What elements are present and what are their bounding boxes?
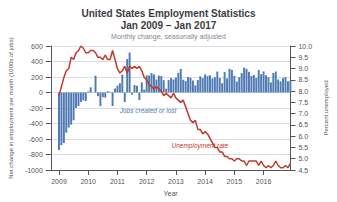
svg-text:8.5: 8.5 (298, 76, 308, 83)
svg-text:6.0: 6.0 (298, 133, 308, 140)
svg-text:9.0: 9.0 (298, 65, 308, 72)
svg-text:2014: 2014 (197, 178, 213, 185)
svg-text:6.5: 6.5 (298, 121, 308, 128)
svg-text:-400: -400 (29, 120, 43, 127)
svg-text:2011: 2011 (110, 178, 125, 185)
svg-text:8.0: 8.0 (298, 88, 308, 95)
svg-text:10.0: 10.0 (298, 43, 312, 50)
svg-text:2015: 2015 (227, 178, 243, 185)
svg-text:Percent unemployed: Percent unemployed (323, 80, 329, 135)
svg-text:2012: 2012 (139, 178, 155, 185)
svg-text:Jobs created or lost: Jobs created or lost (119, 107, 178, 114)
svg-text:400: 400 (31, 58, 43, 65)
svg-text:2013: 2013 (168, 178, 184, 185)
svg-text:5.5: 5.5 (298, 144, 308, 151)
svg-text:600: 600 (31, 43, 43, 50)
svg-text:2010: 2010 (80, 178, 96, 185)
svg-text:-800: -800 (29, 151, 43, 158)
svg-text:United States Employment Stati: United States Employment Statistics (82, 8, 256, 19)
svg-text:-600: -600 (29, 136, 43, 143)
svg-text:0: 0 (39, 89, 43, 96)
svg-text:7.5: 7.5 (298, 99, 308, 106)
svg-text:4.5: 4.5 (298, 167, 308, 174)
svg-text:Jan 2009 – Jan 2017: Jan 2009 – Jan 2017 (121, 20, 217, 31)
svg-text:Net change in employment per m: Net change in employment per month (1000… (8, 37, 14, 178)
svg-text:2009: 2009 (51, 178, 67, 185)
svg-text:Monthly change, seasonally adj: Monthly change, seasonally adjusted (111, 33, 226, 41)
svg-text:9.5: 9.5 (298, 54, 308, 61)
svg-text:5.0: 5.0 (298, 155, 308, 162)
svg-text:Unemployment rate: Unemployment rate (172, 142, 229, 150)
svg-text:-1000: -1000 (25, 167, 43, 174)
svg-text:-200: -200 (29, 105, 43, 112)
svg-text:Year: Year (164, 190, 179, 197)
svg-text:200: 200 (31, 74, 43, 81)
svg-text:7.0: 7.0 (298, 110, 308, 117)
svg-text:2016: 2016 (256, 178, 272, 185)
